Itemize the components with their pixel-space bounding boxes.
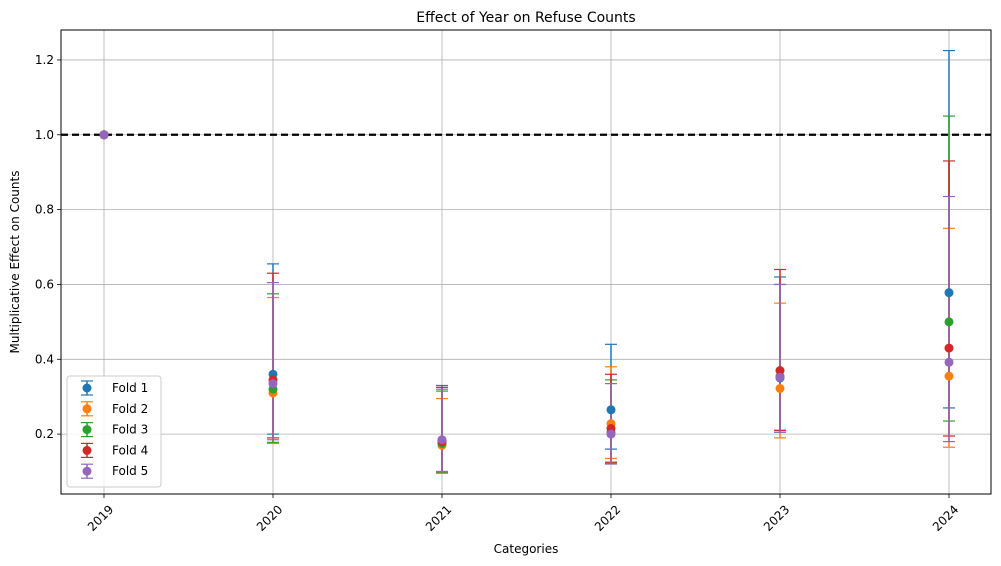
data-point xyxy=(268,379,278,389)
data-point xyxy=(944,317,954,327)
x-axis-title: Categories xyxy=(494,542,559,556)
legend-marker-dot xyxy=(82,466,92,476)
series-layer xyxy=(99,49,955,475)
legend: Fold 1 Fold 2 Fold 3 Fold 4 Fold 5 xyxy=(66,375,162,488)
y-tick-label: 1.2 xyxy=(35,53,54,67)
legend-label: Fold 1 xyxy=(112,381,148,395)
legend-marker-dot xyxy=(82,404,92,414)
plot-background xyxy=(61,30,991,494)
data-point xyxy=(775,366,785,376)
legend-label: Fold 2 xyxy=(112,402,148,416)
y-tick-label: 0.6 xyxy=(35,277,54,291)
data-point xyxy=(944,288,954,298)
data-point xyxy=(944,371,954,381)
y-axis-title: Multiplicative Effect on Counts xyxy=(8,171,22,354)
y-tick-label: 0.8 xyxy=(35,203,54,217)
data-point xyxy=(606,405,616,415)
x-tick-label: 2023 xyxy=(761,502,792,533)
series-5-points xyxy=(99,130,954,445)
data-point xyxy=(944,357,954,367)
x-tick-label: 2022 xyxy=(592,502,623,533)
legend-label: Fold 5 xyxy=(112,464,148,478)
legend-marker-dot xyxy=(82,445,92,455)
y-tick-label: 0.4 xyxy=(35,352,54,366)
plot-frame xyxy=(60,29,992,495)
y-tick-label: 0.2 xyxy=(35,427,54,441)
data-point xyxy=(944,343,954,353)
legend-marker-dot xyxy=(82,383,92,393)
series-5 xyxy=(267,195,955,473)
legend-marker-dot xyxy=(82,425,92,435)
data-point xyxy=(775,372,785,382)
y-tick-label: 1.0 xyxy=(35,128,54,142)
legend-box xyxy=(66,375,162,488)
legend-label: Fold 3 xyxy=(112,423,148,437)
legend-label: Fold 4 xyxy=(112,443,148,457)
data-point xyxy=(99,130,109,140)
chart-title: Effect of Year on Refuse Counts xyxy=(416,10,635,26)
data-point xyxy=(606,429,616,439)
x-tick-label: 2024 xyxy=(930,502,961,533)
x-tick-label: 2019 xyxy=(85,502,116,533)
x-tick-label: 2020 xyxy=(254,502,285,533)
data-point xyxy=(437,435,447,445)
data-point xyxy=(775,383,785,393)
x-tick-label: 2021 xyxy=(423,502,454,533)
